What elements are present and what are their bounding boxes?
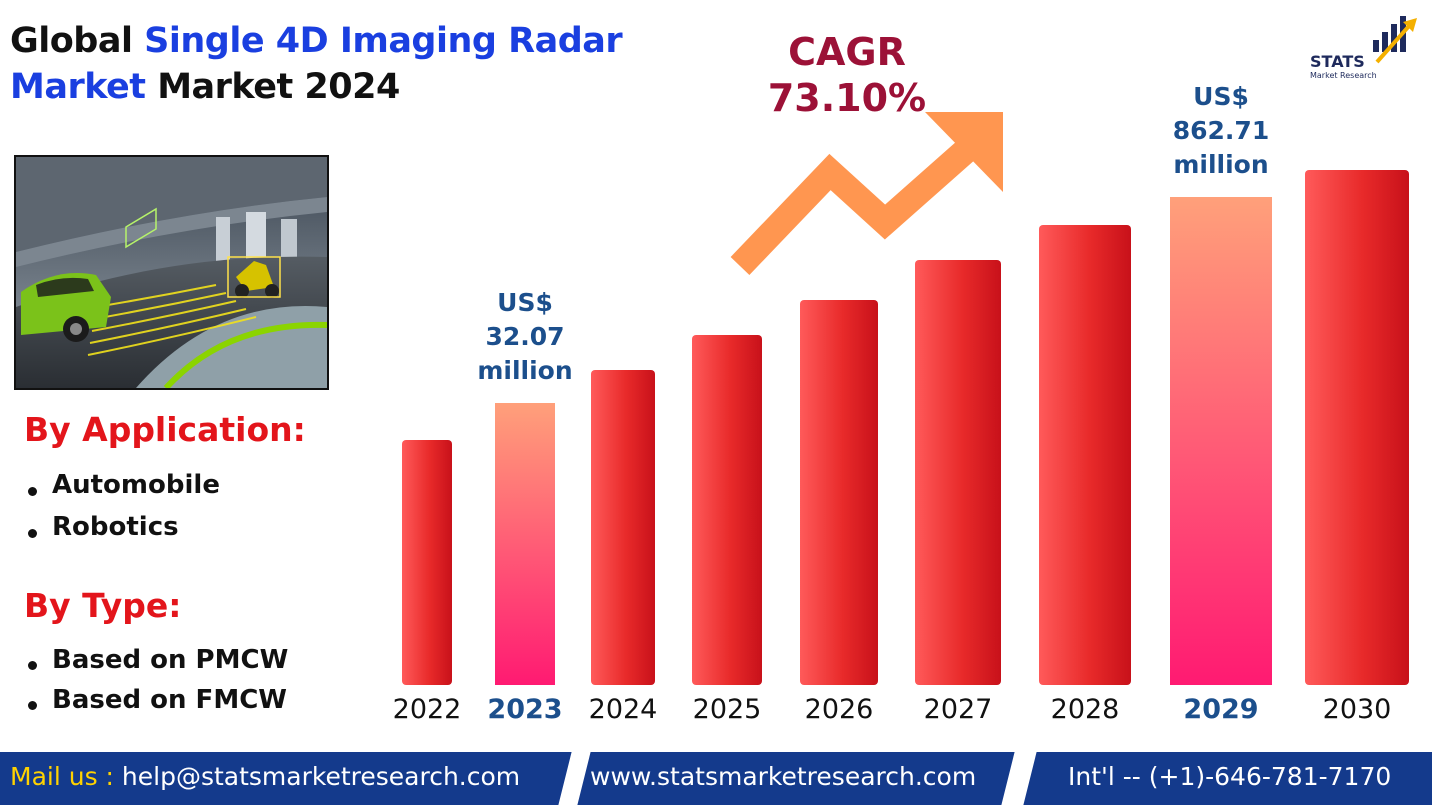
- x-tick-label: 2025: [693, 694, 762, 725]
- bar-2022: [402, 440, 452, 685]
- website-link[interactable]: www.statsmarketresearch.com: [590, 762, 977, 791]
- email-link[interactable]: help@statsmarketresearch.com: [121, 762, 521, 791]
- bar-2024: [591, 370, 655, 685]
- x-axis-labels: 2022 2023 2024 2025 2026 2027 2028 2029 2030: [393, 694, 1392, 725]
- data-label-2029: million: [1173, 150, 1268, 179]
- page-title: Global Single 4D Imaging Radar Market Ma…: [10, 18, 670, 110]
- type-list: Based on PMCW Based on FMCW: [24, 645, 288, 725]
- data-label-2029: 862.71: [1173, 116, 1269, 145]
- x-tick-label: 2022: [393, 694, 462, 725]
- title-highlight-market: Market: [10, 67, 146, 107]
- list-item: Robotics: [24, 512, 220, 554]
- bar-2027: [915, 260, 1001, 685]
- footer-mail[interactable]: Mail us : help@statsmarketresearch.com: [10, 762, 520, 791]
- by-application-heading: By Application:: [24, 410, 306, 449]
- bar-2028: [1039, 225, 1131, 685]
- data-label-2029: US$: [1193, 82, 1249, 111]
- bar-2026: [800, 300, 878, 685]
- data-label-2023: US$: [497, 288, 553, 317]
- list-item: Based on PMCW: [24, 645, 288, 685]
- title-prefix: Global: [10, 21, 133, 61]
- x-tick-label: 2024: [589, 694, 658, 725]
- growth-arrow-icon: [730, 128, 989, 275]
- application-list: Automobile Robotics: [24, 470, 220, 554]
- bar-2023: [495, 403, 555, 685]
- title-suffix: Market 2024: [157, 67, 400, 107]
- radar-car-photo: [14, 155, 329, 390]
- growth-arrowhead-icon: [925, 112, 1003, 192]
- list-item: Based on FMCW: [24, 685, 288, 725]
- footer-bar: Mail us : help@statsmarketresearch.com w…: [0, 752, 1432, 805]
- x-tick-label: 2028: [1051, 694, 1120, 725]
- stats-logo-icon: [1373, 16, 1417, 64]
- by-type-heading: By Type:: [24, 586, 182, 625]
- logo-name: STATS: [1310, 52, 1365, 71]
- market-bar-chart: 2022 2023 2024 2025 2026 2027 2028 2029 2030 US$…: [393, 82, 1409, 725]
- logo-subtitle: Market Research: [1310, 71, 1377, 80]
- bar-2025: [692, 335, 762, 685]
- phone-number[interactable]: Int'l -- (+1)-646-781-7170: [1068, 762, 1392, 791]
- bar-annotations: US$ 32.07 million US$ 862.71 million: [477, 82, 1269, 385]
- x-tick-label: 2029: [1183, 694, 1258, 725]
- x-tick-label: 2027: [924, 694, 993, 725]
- bar-2029: [1170, 197, 1272, 685]
- bar-2030: [1305, 170, 1409, 685]
- radar-car-illustration: [16, 157, 327, 388]
- title-highlight: Single 4D Imaging Radar: [144, 21, 623, 61]
- mail-label: Mail us :: [10, 762, 114, 791]
- cagr-callout: CAGR 73.10%: [762, 30, 932, 122]
- cagr-label: CAGR: [788, 30, 906, 74]
- bars-group: [402, 170, 1409, 685]
- x-tick-label: 2023: [487, 694, 562, 725]
- list-item: Automobile: [24, 470, 220, 512]
- data-label-2023: million: [477, 356, 572, 385]
- cagr-value: 73.10%: [767, 76, 927, 120]
- data-label-2023: 32.07: [485, 322, 564, 351]
- x-tick-label: 2026: [805, 694, 874, 725]
- x-tick-label: 2030: [1323, 694, 1392, 725]
